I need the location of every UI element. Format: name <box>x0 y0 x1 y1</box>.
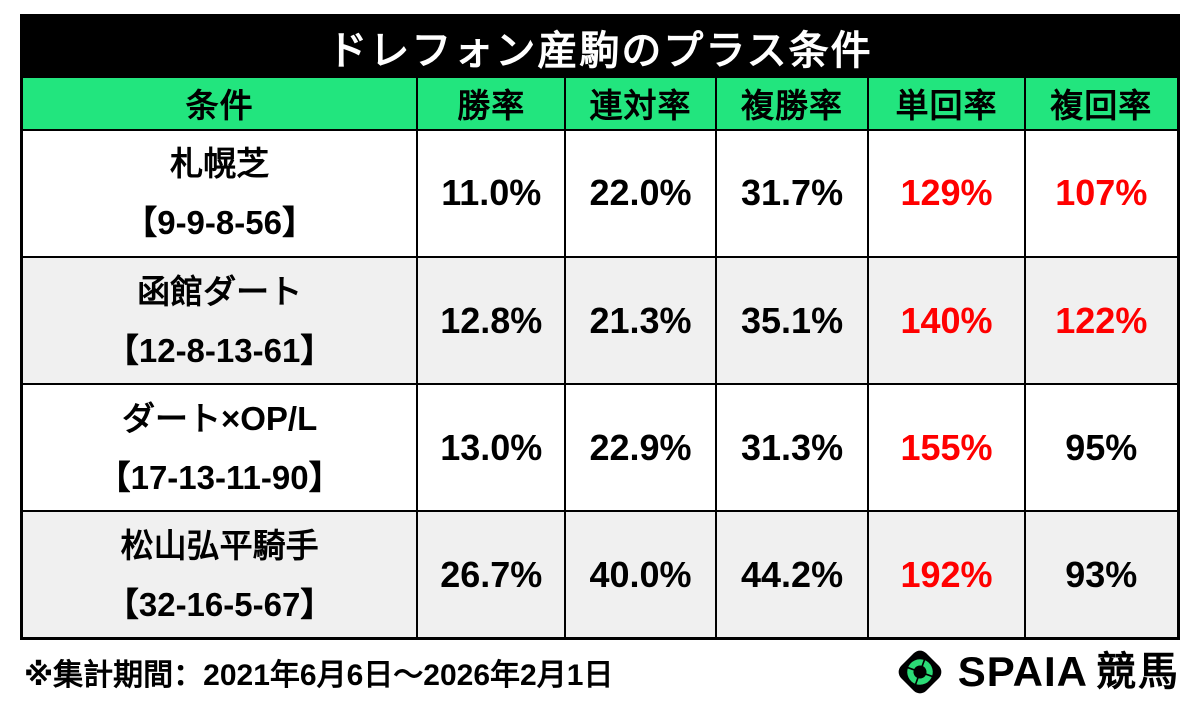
stats-table: ドレフォン産駒のプラス条件 条件 勝率 連対率 複勝率 単回率 複回率 札幌芝 … <box>20 14 1180 640</box>
condition-record: 【9-9-8-56】 <box>124 204 315 242</box>
footer: ※集計期間：2021年6月6日〜2026年2月1日 SPAIA 競馬 <box>0 642 1200 701</box>
spaia-keiba-logo: SPAIA 競馬 <box>894 646 1180 698</box>
show-roi-value: 122% <box>1023 256 1180 386</box>
header-row: 条件 勝率 連対率 複勝率 単回率 複回率 <box>20 76 1180 131</box>
condition-name: 札幌芝 <box>170 145 270 183</box>
quinella-rate-value: 21.3% <box>564 256 717 386</box>
table-row: 函館ダート 【12-8-13-61】 12.8% 21.3% 35.1% 140… <box>20 256 1180 386</box>
table-row: ダート×OP/L 【17-13-11-90】 13.0% 22.9% 31.3%… <box>20 383 1180 513</box>
win-rate-value: 26.7% <box>416 510 567 640</box>
win-rate-value: 11.0% <box>416 128 567 259</box>
win-rate-value: 13.0% <box>416 383 567 513</box>
quinella-rate-value: 40.0% <box>564 510 717 640</box>
condition-name: 函館ダート <box>137 272 303 310</box>
table-row: 札幌芝 【9-9-8-56】 11.0% 22.0% 31.7% 129% 10… <box>20 128 1180 259</box>
condition-cell: ダート×OP/L 【17-13-11-90】 <box>20 383 419 513</box>
show-roi-value: 93% <box>1023 510 1180 640</box>
table-row: 松山弘平騎手 【32-16-5-67】 26.7% 40.0% 44.2% 19… <box>20 510 1180 640</box>
condition-record: 【17-13-11-90】 <box>97 458 342 496</box>
header-quinella-rate: 連対率 <box>564 76 717 131</box>
win-roi-value: 129% <box>867 128 1026 259</box>
header-win-rate: 勝率 <box>416 76 567 131</box>
show-rate-value: 44.2% <box>714 510 870 640</box>
condition-record: 【32-16-5-67】 <box>105 585 334 623</box>
quinella-rate-value: 22.0% <box>564 128 717 259</box>
condition-name: ダート×OP/L <box>121 399 318 437</box>
show-rate-value: 31.3% <box>714 383 870 513</box>
condition-cell: 松山弘平騎手 【32-16-5-67】 <box>20 510 419 640</box>
show-rate-value: 35.1% <box>714 256 870 386</box>
condition-cell: 札幌芝 【9-9-8-56】 <box>20 128 419 259</box>
win-roi-value: 140% <box>867 256 1026 386</box>
win-roi-value: 155% <box>867 383 1026 513</box>
header-win-roi: 単回率 <box>867 76 1026 131</box>
brand-name: SPAIA <box>957 647 1088 695</box>
header-show-rate: 複勝率 <box>714 76 870 131</box>
condition-name: 松山弘平騎手 <box>120 526 319 564</box>
show-rate-value: 31.7% <box>714 128 870 259</box>
quinella-rate-value: 22.9% <box>564 383 717 513</box>
show-roi-value: 107% <box>1023 128 1180 259</box>
show-roi-value: 95% <box>1023 383 1180 513</box>
table-title: ドレフォン産駒のプラス条件 <box>20 14 1180 79</box>
brand-suffix: 競馬 <box>1096 649 1180 694</box>
condition-record: 【12-8-13-61】 <box>105 331 334 369</box>
aggregation-period-note: ※集計期間：2021年6月6日〜2026年2月1日 <box>24 658 614 692</box>
header-condition: 条件 <box>20 76 419 131</box>
win-rate-value: 12.8% <box>416 256 567 386</box>
header-show-roi: 複回率 <box>1023 76 1180 131</box>
win-roi-value: 192% <box>867 510 1026 640</box>
spaia-pinwheel-icon <box>898 650 942 693</box>
title-row: ドレフォン産駒のプラス条件 <box>20 14 1180 79</box>
condition-cell: 函館ダート 【12-8-13-61】 <box>20 256 419 386</box>
